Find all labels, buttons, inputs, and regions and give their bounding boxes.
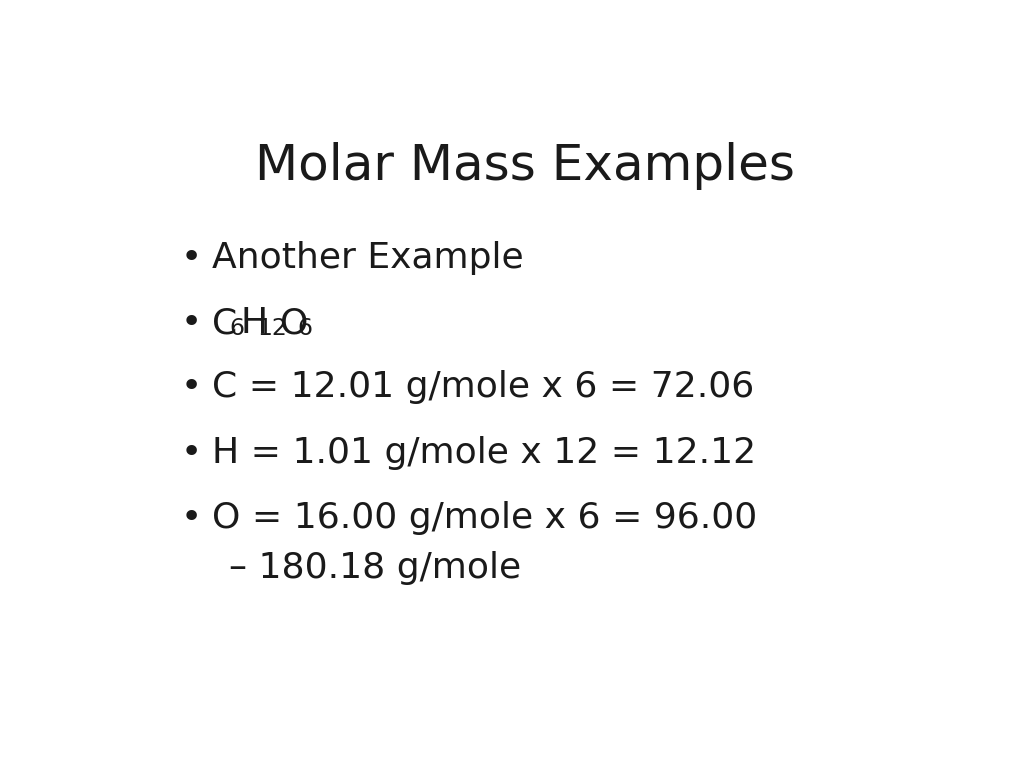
Text: •: • <box>180 306 202 340</box>
Text: 12: 12 <box>258 317 288 340</box>
Text: Another Example: Another Example <box>212 240 523 275</box>
Text: 6: 6 <box>298 317 312 340</box>
Text: H: H <box>241 306 267 340</box>
Text: 6: 6 <box>229 317 244 340</box>
Text: •: • <box>180 501 202 535</box>
Text: C: C <box>212 306 237 340</box>
Text: Molar Mass Examples: Molar Mass Examples <box>255 142 795 190</box>
Text: C = 12.01 g/mole x 6 = 72.06: C = 12.01 g/mole x 6 = 72.06 <box>212 370 754 404</box>
Text: O = 16.00 g/mole x 6 = 96.00: O = 16.00 g/mole x 6 = 96.00 <box>212 501 757 535</box>
Text: – 180.18 g/mole: – 180.18 g/mole <box>228 551 521 585</box>
Text: •: • <box>180 435 202 469</box>
Text: O: O <box>281 306 308 340</box>
Text: •: • <box>180 240 202 275</box>
Text: •: • <box>180 370 202 404</box>
Text: H = 1.01 g/mole x 12 = 12.12: H = 1.01 g/mole x 12 = 12.12 <box>212 435 756 469</box>
